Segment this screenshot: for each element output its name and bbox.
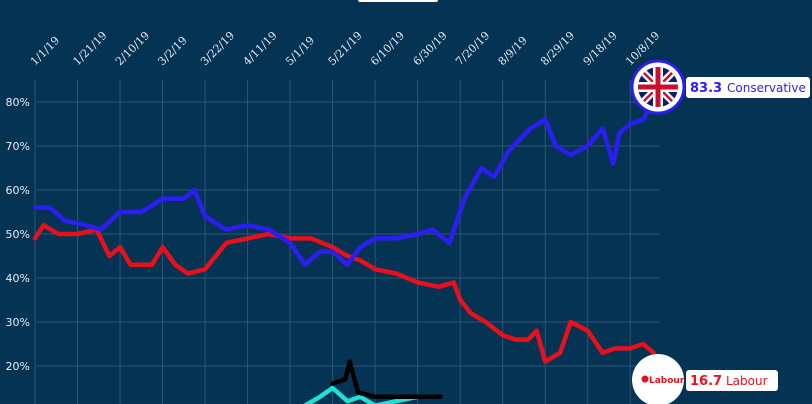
series-lines (32, 99, 656, 404)
x-tick-label: 8/9/19 (496, 34, 530, 68)
y-tick-label: 60% (6, 184, 30, 197)
y-tick-label: 70% (6, 140, 30, 153)
x-tick-label: 7/20/19 (453, 29, 492, 68)
y-tick-label: 30% (6, 316, 30, 329)
x-tick-label: 3/2/19 (155, 34, 189, 68)
series-line-0 (32, 99, 656, 268)
y-tick-label: 40% (6, 272, 30, 285)
y-tick-label: 50% (6, 228, 30, 241)
y-tick-label: 80% (6, 96, 30, 109)
x-gridlines (34, 80, 631, 404)
series-line-1 (32, 222, 656, 364)
conservative-final-value: 83.3 (690, 81, 722, 96)
x-tick-label: 9/18/19 (581, 29, 620, 68)
conservative-label-box (686, 77, 810, 98)
x-tick-label: 8/29/19 (538, 29, 577, 68)
series-line-2 (330, 359, 444, 400)
legend-tab (358, 0, 438, 2)
x-tick-label: 6/10/19 (368, 29, 407, 68)
x-tick-label: 5/1/19 (283, 34, 317, 68)
x-tick-label: 1/1/19 (28, 34, 62, 68)
x-tick-label: 4/11/19 (241, 29, 280, 68)
labour-end-label: Labour 16.7 Labour (632, 354, 778, 404)
x-tick-label: 6/30/19 (411, 29, 450, 68)
labour-badge (632, 354, 684, 404)
y-tick-labels: 20% 30% 40% 50% 60% 70% 80% (6, 96, 30, 373)
x-tick-label: 3/22/19 (198, 29, 237, 68)
x-tick-label: 1/21/19 (70, 29, 109, 68)
conservative-end-label: 83.3 Conservative (630, 59, 810, 115)
x-tick-label: 2/10/19 (113, 29, 152, 68)
svg-text:Labour: Labour (649, 376, 685, 386)
y-gridlines (35, 101, 660, 367)
labour-label-box (686, 370, 778, 391)
labour-series-name: Labour (726, 374, 768, 388)
x-tick-labels: 1/1/19 1/21/19 2/10/19 3/2/19 3/22/19 4/11/19… (28, 29, 662, 68)
conservative-series-name: Conservative (727, 81, 806, 95)
labour-final-value: 16.7 (690, 374, 722, 389)
x-tick-label: 5/21/19 (326, 29, 365, 68)
y-tick-label: 20% (6, 360, 30, 373)
labour-logo-icon: Labour (641, 375, 685, 386)
